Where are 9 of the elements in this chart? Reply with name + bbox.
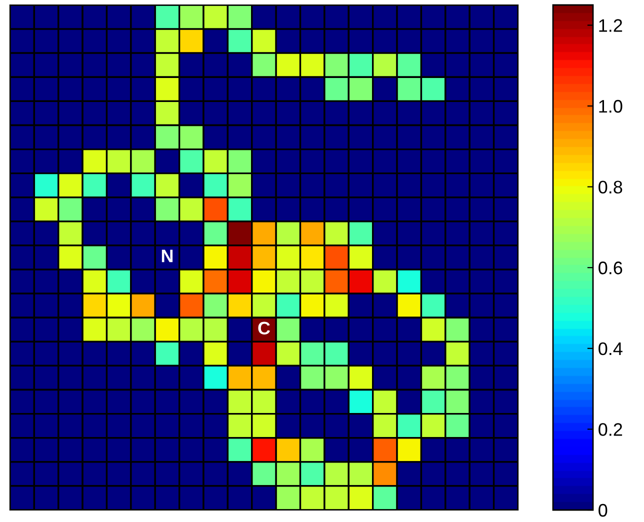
color-bar-label: 0.4 [598, 342, 622, 356]
color-bar-label: 0.8 [598, 180, 622, 194]
annotation: C [258, 322, 270, 334]
color-bar-label: 0.2 [598, 423, 622, 436]
color-bar-label: 0 [598, 504, 608, 517]
color-bar-label: 1.2 [599, 19, 622, 32]
annotation: N [162, 250, 173, 262]
color-bar-label: 1.0 [599, 100, 622, 113]
color-bar-label: 0.6 [598, 262, 622, 274]
